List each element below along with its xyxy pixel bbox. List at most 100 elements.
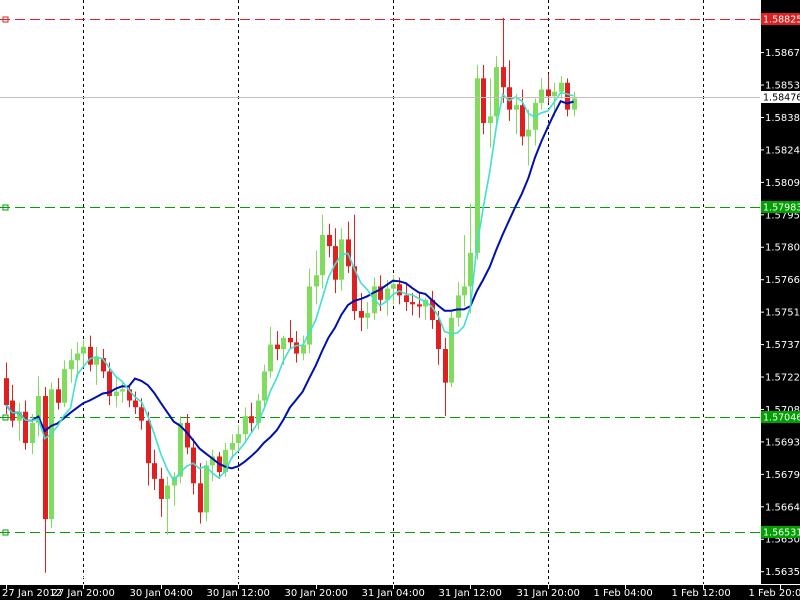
y-tick-label-12: 1.56935 (765, 437, 800, 448)
level-tag-1-label: 1.57983 (763, 203, 800, 214)
candle-body-78 (507, 87, 512, 110)
y-tick-label-5: 1.57950 (765, 210, 800, 221)
y-tick-label-1: 1.58530 (765, 81, 800, 92)
candle-body-37 (243, 416, 248, 435)
y-tick-label-13: 1.56790 (765, 470, 800, 481)
candle-body-26 (172, 476, 177, 486)
y-tick-label-8: 1.57515 (765, 308, 800, 319)
candle-body-54 (352, 266, 357, 312)
candle-body-27 (178, 422, 183, 477)
candle-body-58 (378, 286, 383, 300)
level-tag-1-bg (761, 201, 800, 213)
y-tick-label-16: 1.56355 (765, 567, 800, 578)
candle-body-44 (288, 337, 293, 343)
candle-body-80 (520, 105, 525, 137)
x-tick-label-1: 27 Jan 20:00 (52, 588, 115, 599)
candle-body-85 (552, 91, 557, 97)
candle-body-28 (185, 422, 190, 448)
candle-body-56 (365, 313, 370, 318)
watermark-text: FXCC - MetaTrader 4, © 2001-2011 MetaQuo… (6, 570, 323, 581)
level-handle-0[interactable] (2, 16, 9, 23)
x-tick-label-3: 30 Jan 12:00 (207, 588, 270, 599)
candle-body-77 (501, 67, 506, 88)
y-tick-label-11: 1.57080 (765, 405, 800, 416)
candle-body-65 (423, 299, 428, 307)
candle-body-1 (10, 400, 15, 421)
x-tick-label-7: 31 Jan 20:00 (517, 588, 580, 599)
y-tick-label-4: 1.58095 (765, 178, 800, 189)
level-handle-3[interactable] (2, 529, 9, 536)
candle-body-64 (417, 304, 422, 307)
candle-body-29 (191, 447, 196, 484)
candle-body-32 (210, 456, 215, 466)
candle-body-7 (49, 389, 54, 520)
candle-body-6 (43, 396, 48, 520)
x-tick-label-10: 1 Feb 20:00 (749, 588, 800, 599)
horizontal-levels (0, 16, 760, 536)
candle-body-76 (494, 67, 499, 117)
candle-body-75 (488, 116, 493, 124)
y-tick-label-15: 1.56500 (765, 535, 800, 546)
candle-body-23 (152, 463, 157, 479)
y-tick-label-9: 1.57370 (765, 340, 800, 351)
candle-body-21 (139, 407, 144, 421)
x-tick-label-4: 30 Jan 20:00 (285, 588, 348, 599)
x-tick-label-2: 30 Jan 04:00 (130, 588, 193, 599)
candle-body-60 (391, 284, 396, 289)
y-tick-label-7: 1.57660 (765, 275, 800, 286)
candle-body-72 (468, 252, 473, 287)
level-handle-2[interactable] (2, 414, 9, 421)
candle-body-50 (327, 234, 332, 247)
candle-body-48 (314, 275, 319, 287)
current-price-tag-bg (761, 91, 800, 103)
y-axis-ticks: 1.58675 1.58530 1.58385 1.58240 1.58095 1.579… (760, 48, 800, 578)
candle-body-86 (559, 82, 564, 92)
candle-body-45 (294, 342, 299, 354)
y-tick-label-6: 1.57805 (765, 243, 800, 254)
candle-body-41 (268, 344, 273, 372)
candle-body-31 (204, 465, 209, 513)
level-tag-2-bg (761, 411, 800, 423)
candle-body-74 (481, 78, 486, 124)
level-tag-0-bg (761, 13, 800, 25)
candle-body-42 (275, 344, 280, 350)
candle-body-49 (320, 234, 325, 276)
candle-body-46 (301, 344, 306, 354)
candle-body-88 (572, 98, 577, 110)
candle-body-59 (385, 288, 390, 300)
candle-body-12 (81, 346, 86, 354)
candle-body-61 (397, 284, 402, 296)
candle-body-40 (262, 371, 267, 401)
candle-body-35 (230, 443, 235, 450)
y-tick-label-10: 1.57225 (765, 373, 800, 384)
candle-body-73 (475, 78, 480, 253)
candle-body-24 (159, 478, 164, 499)
ma-slow-line (5, 99, 574, 470)
candle-body-13 (88, 346, 93, 365)
candlesticks (4, 17, 577, 573)
candle-body-25 (165, 485, 170, 499)
candle-body-10 (69, 360, 74, 370)
level-tag-0-label: 1.58825 (763, 15, 800, 26)
candle-body-14 (94, 358, 99, 365)
candle-body-0 (4, 378, 9, 405)
candle-body-62 (404, 295, 409, 303)
candle-body-70 (456, 295, 461, 318)
x-tick-label-5: 31 Jan 04:00 (362, 588, 425, 599)
candle-body-8 (56, 389, 61, 403)
ma-fast-line (5, 91, 574, 483)
candle-body-68 (443, 349, 448, 383)
y-tick-label-0: 1.58675 (765, 48, 800, 59)
candle-body-3 (23, 411, 28, 444)
candle-body-43 (281, 337, 286, 350)
candle-body-20 (133, 400, 138, 408)
candle-body-79 (514, 105, 519, 110)
level-handle-1[interactable] (2, 204, 9, 211)
level-tag-3-label: 1.56531 (763, 528, 800, 539)
y-tick-label-14: 1.56645 (765, 502, 800, 513)
candle-body-83 (539, 89, 544, 103)
y-tick-label-3: 1.58240 (765, 145, 800, 156)
candle-body-71 (462, 286, 467, 296)
